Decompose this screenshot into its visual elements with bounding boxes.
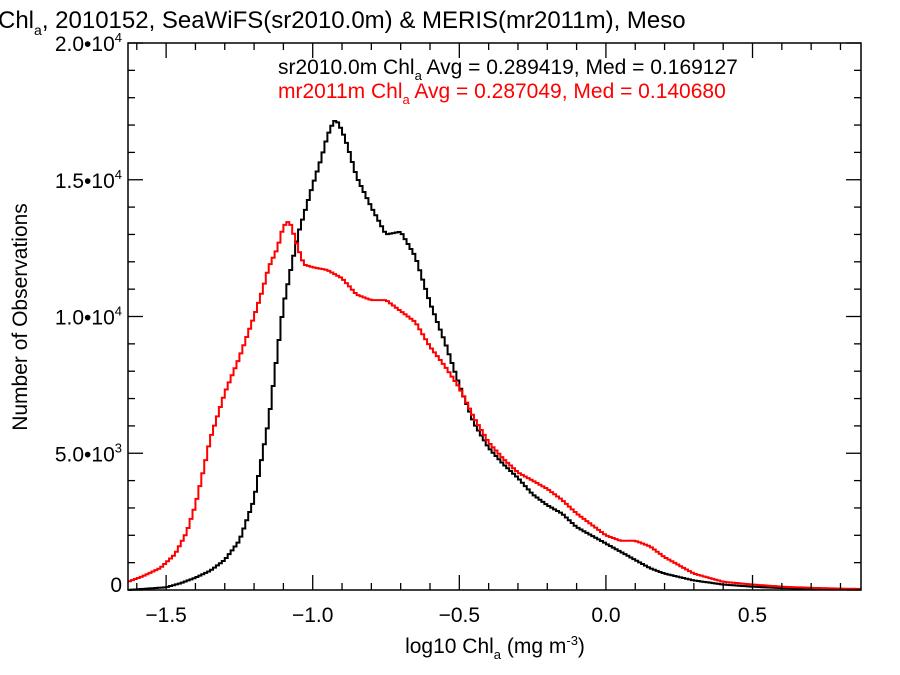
y-tick-label: 2.0•104 xyxy=(55,30,122,56)
y-tick-label: 1.5•104 xyxy=(55,167,122,193)
chart-title: Chla, 2010152, SeaWiFS(sr2010.0m) & MERI… xyxy=(0,7,686,38)
y-tick-label: 5.0•103 xyxy=(55,440,122,466)
series-layer xyxy=(128,119,861,591)
plot-frame xyxy=(127,42,862,591)
x-tick-label: 0.0 xyxy=(591,604,620,627)
x-tick-label: −1.5 xyxy=(145,604,186,627)
x-axis: −1.5 −1.0 −0.5 0.0 0.5 xyxy=(136,43,842,627)
y-tick-label: 0 xyxy=(110,574,122,597)
x-tick-label: −1.0 xyxy=(292,604,333,627)
x-tick-label: 0.5 xyxy=(738,604,767,627)
y-axis: 0 5.0•103 1.0•104 1.5•104 2.0•104 xyxy=(55,30,861,597)
annotation-meris: mr2011m Chla Avg = 0.287049, Med = 0.140… xyxy=(278,80,726,107)
y-axis-label: Number of Observations xyxy=(9,203,32,431)
y-tick-label: 1.0•104 xyxy=(55,304,122,330)
series-line-1 xyxy=(128,221,861,590)
annotation-seawifs: sr2010.0m Chla Avg = 0.289419, Med = 0.1… xyxy=(278,56,738,83)
x-axis-label: log10 Chla (mg m-3) xyxy=(405,633,585,662)
series-line-0 xyxy=(128,119,861,591)
x-tick-label: −0.5 xyxy=(439,604,480,627)
